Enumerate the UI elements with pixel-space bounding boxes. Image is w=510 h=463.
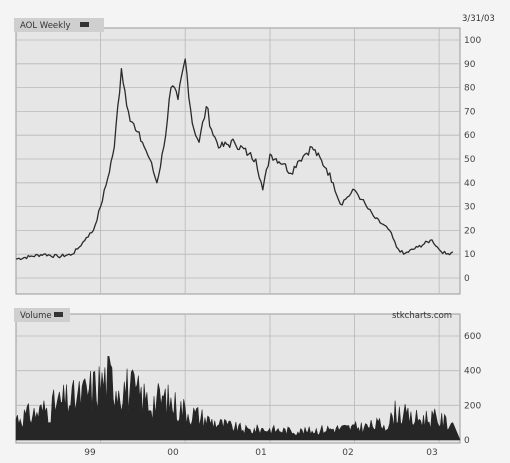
volume-title: Volume — [20, 311, 52, 321]
price-y-tick-label: 0 — [464, 274, 470, 284]
price-header-bar — [14, 18, 104, 32]
price-title: AOL Weekly — [20, 21, 70, 31]
volume-panel: 600 400 200 0 Volume stkcharts.com 99 00 01 02… — [14, 308, 481, 458]
price-y-tick-label: 80 — [464, 84, 476, 94]
x-tick-label: 00 — [167, 448, 179, 458]
volume-y-tick-label: 600 — [464, 332, 481, 342]
volume-menu-icon[interactable] — [54, 312, 63, 317]
volume-y-tick-label: 0 — [464, 436, 470, 446]
volume-y-tick-label: 200 — [464, 401, 481, 411]
x-tick-label: 99 — [84, 448, 96, 458]
price-date-label: 3/31/03 — [462, 14, 495, 24]
volume-watermark: stkcharts.com — [392, 311, 452, 321]
time-axis: 99 00 01 02 03 — [84, 448, 437, 458]
price-y-tick-label: 20 — [464, 226, 476, 236]
x-tick-label: 03 — [426, 448, 437, 458]
x-tick-label: 01 — [255, 448, 266, 458]
price-y-tick-label: 60 — [464, 131, 476, 141]
volume-header-bar — [14, 308, 70, 322]
volume-area — [15, 355, 461, 441]
price-y-tick-label: 10 — [464, 250, 476, 260]
price-y-tick-label: 50 — [464, 155, 476, 165]
price-plot-background — [15, 27, 461, 295]
price-y-tick-label: 30 — [464, 203, 476, 213]
price-y-tick-label: 100 — [464, 36, 481, 46]
price-line — [15, 58, 454, 261]
price-y-tick-label: 70 — [464, 107, 476, 117]
x-tick-label: 02 — [342, 448, 353, 458]
price-grid — [16, 28, 460, 294]
price-y-tick-label: 90 — [464, 60, 476, 70]
volume-y-tick-label: 400 — [464, 367, 481, 377]
volume-y-axis: 600 400 200 0 — [464, 332, 481, 446]
price-y-tick-label: 40 — [464, 179, 476, 189]
price-menu-icon[interactable] — [80, 22, 89, 27]
